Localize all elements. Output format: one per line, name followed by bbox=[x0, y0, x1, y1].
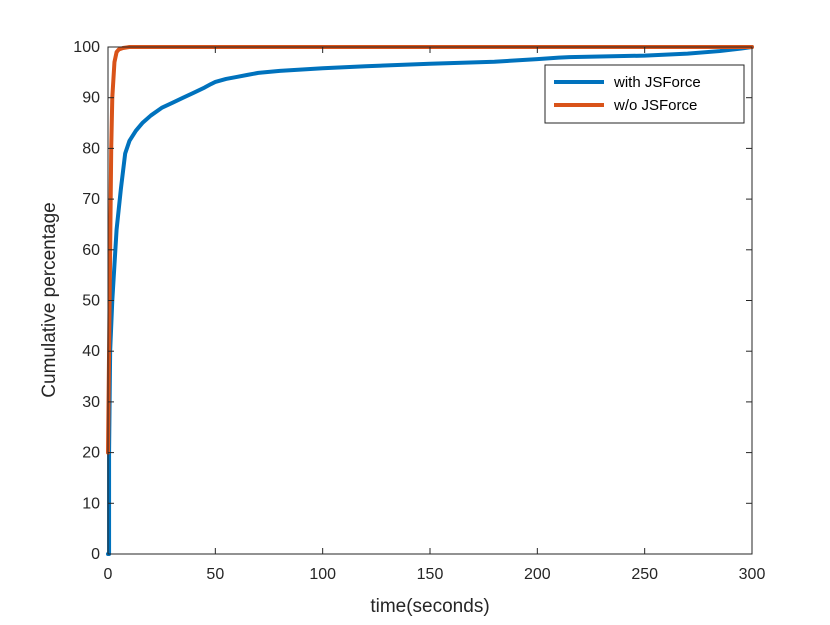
x-tick-label: 0 bbox=[104, 566, 113, 583]
y-tick-label: 100 bbox=[73, 39, 100, 56]
y-tick-label: 80 bbox=[82, 140, 100, 157]
y-tick-label: 90 bbox=[82, 90, 100, 107]
ticks-layer: 0 50 100 150 200 250 300 0 10 20 30 40 50 60 70 80 90 100 bbox=[73, 39, 765, 583]
series-line-w-o-jsforce bbox=[106, 45, 754, 455]
plot-area bbox=[108, 47, 752, 554]
legend-box bbox=[544, 64, 745, 124]
x-axis-label: time(seconds) bbox=[370, 596, 489, 617]
series-line-with-jsforce bbox=[106, 45, 754, 556]
legend: with JSForce w/o JSForce bbox=[544, 64, 745, 124]
y-tick-label: 10 bbox=[82, 495, 100, 512]
y-tick-label: 70 bbox=[82, 191, 100, 208]
x-tick-label: 200 bbox=[524, 566, 551, 583]
y-tick-label: 50 bbox=[82, 293, 100, 310]
legend-label-wo-jsforce: w/o JSForce bbox=[613, 97, 697, 114]
x-tick-label: 50 bbox=[206, 566, 224, 583]
y-tick-label: 0 bbox=[91, 546, 100, 563]
y-axis-label: Cumulative percentage bbox=[39, 202, 60, 397]
legend-label-with-jsforce: with JSForce bbox=[613, 74, 701, 91]
y-tick-label: 40 bbox=[82, 343, 100, 360]
x-tick-label: 250 bbox=[631, 566, 658, 583]
y-tick-label: 60 bbox=[82, 242, 100, 259]
x-tick-label: 150 bbox=[417, 566, 444, 583]
x-tick-label: 300 bbox=[739, 566, 766, 583]
series-layer bbox=[106, 45, 754, 556]
y-tick-label: 20 bbox=[82, 445, 100, 462]
x-tick-label: 100 bbox=[309, 566, 336, 583]
y-tick-label: 30 bbox=[82, 394, 100, 411]
